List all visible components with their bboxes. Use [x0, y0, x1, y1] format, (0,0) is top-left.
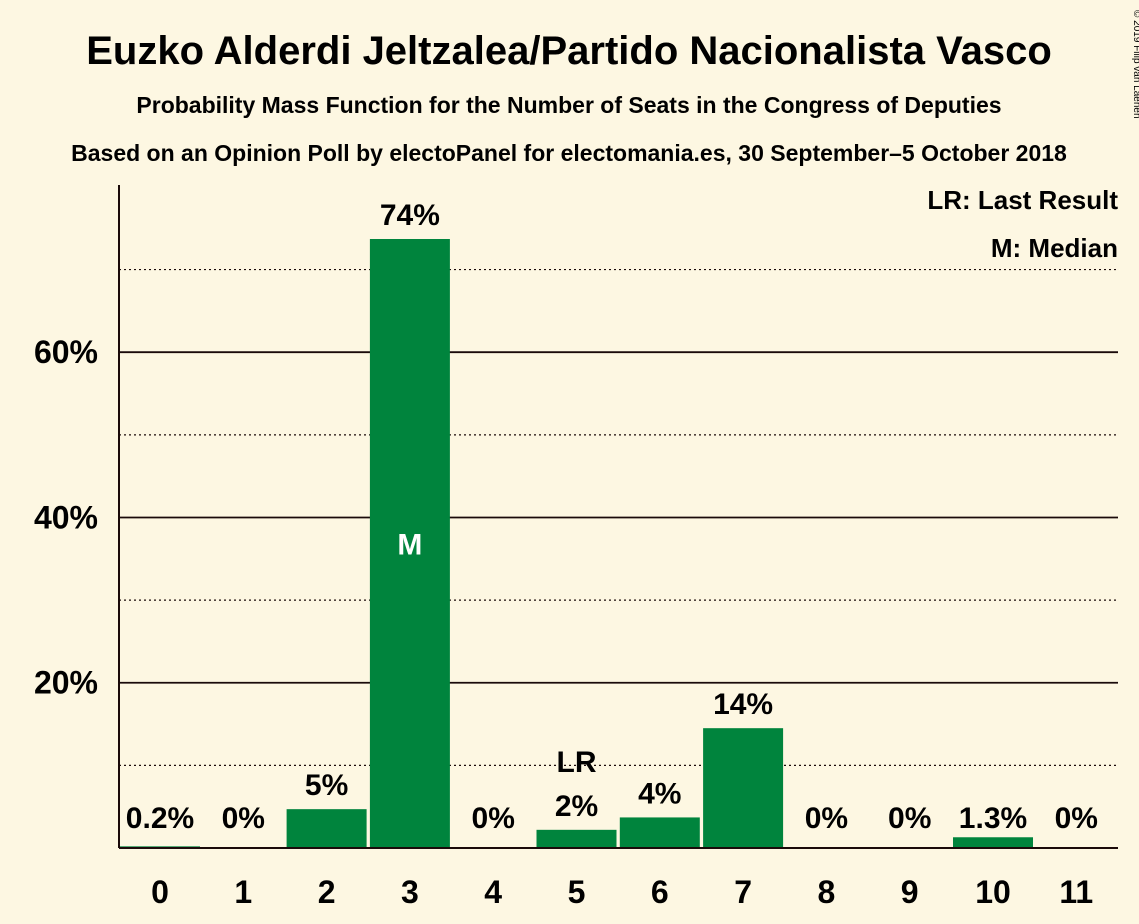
bar	[703, 728, 784, 848]
y-tick-label: 60%	[34, 334, 98, 370]
bars	[120, 239, 1033, 848]
copyright-note: © 2019 Filip van Laenen	[1131, 10, 1139, 119]
bar	[619, 817, 700, 848]
x-tick-label: 8	[818, 874, 836, 910]
bar-value-label: 0%	[805, 802, 848, 835]
x-tick-label: 10	[975, 874, 1011, 910]
x-tick-label: 1	[234, 874, 252, 910]
bar	[286, 809, 367, 848]
bar-value-label: 0%	[472, 802, 515, 835]
legend-median: M: Median	[991, 233, 1118, 263]
axes: 20% 40% 60% 0 1 2 3 4 5 6 7 8 9 10 11	[34, 185, 1118, 910]
bar-value-label: 4%	[638, 777, 681, 810]
bar-value-label: 1.3%	[959, 802, 1027, 835]
legend-last-result: LR: Last Result	[927, 185, 1118, 215]
bar-value-label: 0%	[222, 802, 265, 835]
x-tick-label: 5	[568, 874, 586, 910]
x-tick-label: 0	[151, 874, 169, 910]
x-tick-label: 2	[318, 874, 336, 910]
x-tick-label: 11	[1059, 874, 1093, 910]
bar-value-label: 0.2%	[126, 802, 194, 835]
x-tick-label: 4	[484, 874, 502, 910]
bar-value-label: 0%	[888, 802, 931, 835]
bar-value-label: 74%	[380, 199, 440, 232]
chart-source: Based on an Opinion Poll by electoPanel …	[71, 140, 1067, 166]
gridlines	[119, 268, 1118, 766]
x-tick-label: 7	[734, 874, 752, 910]
bar-value-label: 2%	[555, 790, 598, 823]
bar-labels: 0.2% 0% 5% 74% M 0% 2% LR 4% 14% 0% 0% 1.3% 0%	[126, 199, 1098, 835]
median-marker: M	[397, 529, 422, 562]
bar	[953, 837, 1033, 848]
x-tick-label: 9	[901, 874, 919, 910]
bar	[536, 829, 617, 848]
bar	[369, 239, 450, 848]
chart-title: Euzko Alderdi Jeltzalea/Partido Nacional…	[86, 29, 1052, 73]
bar-value-label: 0%	[1055, 802, 1098, 835]
bar-value-label: 5%	[305, 769, 348, 802]
y-tick-label: 20%	[34, 665, 98, 701]
bar-value-label: 14%	[713, 688, 773, 721]
x-tick-label: 3	[401, 874, 419, 910]
x-tick-label: 6	[651, 874, 669, 910]
y-tick-label: 40%	[34, 499, 98, 535]
chart-subtitle: Probability Mass Function for the Number…	[136, 92, 1001, 118]
last-result-marker: LR	[557, 746, 597, 779]
